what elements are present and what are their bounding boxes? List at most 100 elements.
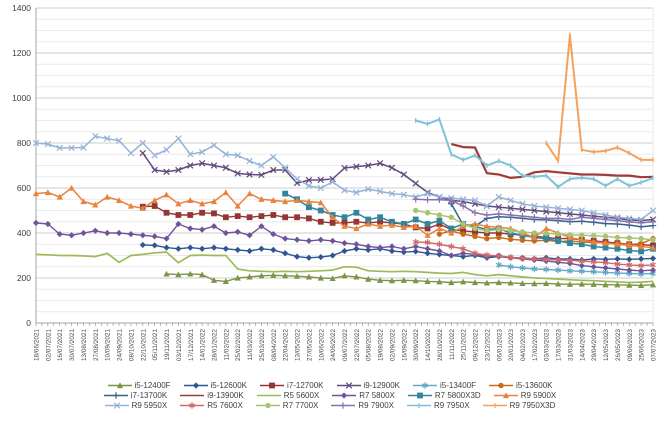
marker bbox=[460, 253, 467, 260]
marker bbox=[412, 277, 419, 284]
marker bbox=[626, 267, 633, 274]
marker bbox=[602, 244, 609, 251]
marker bbox=[210, 277, 218, 283]
x-axis-date-label: 03/03/2023 bbox=[544, 329, 551, 361]
marker bbox=[484, 228, 490, 234]
marker bbox=[578, 280, 585, 287]
triangle-marker-icon bbox=[107, 382, 132, 389]
legend-label: R9 7900X bbox=[358, 401, 394, 410]
marker bbox=[400, 245, 407, 252]
marker bbox=[566, 206, 574, 213]
marker bbox=[365, 243, 372, 250]
marker bbox=[459, 202, 467, 210]
marker bbox=[590, 281, 597, 287]
marker bbox=[341, 214, 348, 221]
marker bbox=[650, 261, 656, 269]
marker bbox=[554, 215, 562, 222]
marker bbox=[282, 190, 289, 197]
legend-label: i5-12600K bbox=[210, 381, 248, 390]
marker bbox=[436, 212, 443, 218]
legend-item-i5-13400F: i5-13400F bbox=[412, 381, 476, 390]
marker bbox=[531, 202, 538, 210]
marker bbox=[68, 144, 75, 152]
marker bbox=[282, 272, 289, 279]
marker bbox=[495, 210, 502, 218]
marker bbox=[650, 237, 656, 243]
marker bbox=[424, 221, 431, 227]
marker bbox=[626, 215, 633, 222]
x-marker-icon bbox=[336, 382, 361, 389]
none-marker-icon bbox=[180, 394, 205, 397]
marker bbox=[637, 216, 645, 223]
marker bbox=[579, 232, 585, 238]
marker bbox=[388, 221, 396, 228]
y-axis-tick-label: 800 bbox=[17, 138, 31, 148]
x-axis-date-label: 06/01/2023 bbox=[496, 329, 503, 361]
marker bbox=[376, 188, 384, 195]
marker bbox=[269, 382, 275, 389]
marker bbox=[436, 247, 443, 255]
marker bbox=[192, 382, 199, 389]
legend-item-R9-7950X3D: R9 7950X3D bbox=[482, 401, 555, 410]
marker bbox=[104, 229, 111, 237]
marker bbox=[211, 210, 217, 217]
circle-marker-icon bbox=[489, 382, 514, 389]
marker bbox=[590, 209, 597, 216]
diamond-marker-icon bbox=[332, 392, 357, 399]
marker bbox=[234, 228, 241, 235]
marker bbox=[412, 223, 419, 229]
legend-label: i7-12700K bbox=[287, 381, 324, 390]
marker bbox=[115, 229, 123, 237]
marker bbox=[543, 235, 550, 242]
marker bbox=[127, 202, 135, 209]
marker bbox=[507, 211, 514, 219]
marker bbox=[353, 225, 360, 232]
x-axis-date-label: 27/05/2022 bbox=[306, 329, 313, 361]
x-axis-date-label: 27/08/2021 bbox=[93, 329, 100, 361]
marker bbox=[163, 270, 170, 277]
marker bbox=[44, 140, 52, 148]
marker bbox=[305, 182, 313, 189]
marker bbox=[400, 249, 407, 256]
marker bbox=[412, 180, 419, 187]
marker bbox=[44, 220, 51, 228]
marker bbox=[578, 268, 585, 275]
legend-item-R9-5900X: R9 5900X bbox=[493, 391, 556, 400]
marker bbox=[175, 245, 182, 252]
marker bbox=[614, 281, 621, 288]
marker bbox=[258, 272, 265, 279]
marker bbox=[306, 204, 312, 211]
marker bbox=[376, 277, 384, 283]
marker bbox=[436, 241, 443, 248]
marker bbox=[306, 215, 312, 222]
legend-label: R9 7950X bbox=[433, 401, 470, 410]
marker bbox=[163, 191, 170, 198]
marker bbox=[376, 244, 384, 251]
marker bbox=[400, 277, 407, 283]
marker bbox=[400, 171, 408, 178]
marker bbox=[234, 213, 241, 220]
marker bbox=[305, 176, 313, 184]
marker bbox=[210, 142, 218, 149]
marker bbox=[187, 244, 194, 251]
marker bbox=[317, 236, 324, 243]
marker bbox=[412, 207, 419, 214]
square-marker-icon bbox=[407, 392, 432, 399]
marker bbox=[495, 261, 502, 269]
marker bbox=[507, 236, 514, 242]
marker bbox=[471, 197, 479, 204]
legend-item-R9-5950X: R9 5950X bbox=[104, 401, 167, 410]
x-axis-date-label: 17/02/2023 bbox=[532, 329, 539, 361]
x-axis-date-label: 31/03/2023 bbox=[567, 329, 574, 361]
x-axis-date-label: 13/08/2021 bbox=[81, 329, 88, 361]
marker bbox=[614, 260, 621, 268]
marker bbox=[567, 257, 573, 264]
x-axis-date-label: 25/06/2023 bbox=[639, 329, 646, 361]
plus-marker-icon bbox=[103, 392, 128, 399]
marker bbox=[388, 190, 396, 197]
legend-item-R7-5800X3D: R7 5800X3D bbox=[407, 391, 481, 400]
legend-row: i5-12400F i5-12600K i7-12700K i9-12900K i5-1… bbox=[107, 381, 553, 390]
marker bbox=[329, 178, 336, 186]
x-axis-date-label: 26/05/2023 bbox=[615, 329, 622, 361]
marker bbox=[151, 152, 158, 159]
